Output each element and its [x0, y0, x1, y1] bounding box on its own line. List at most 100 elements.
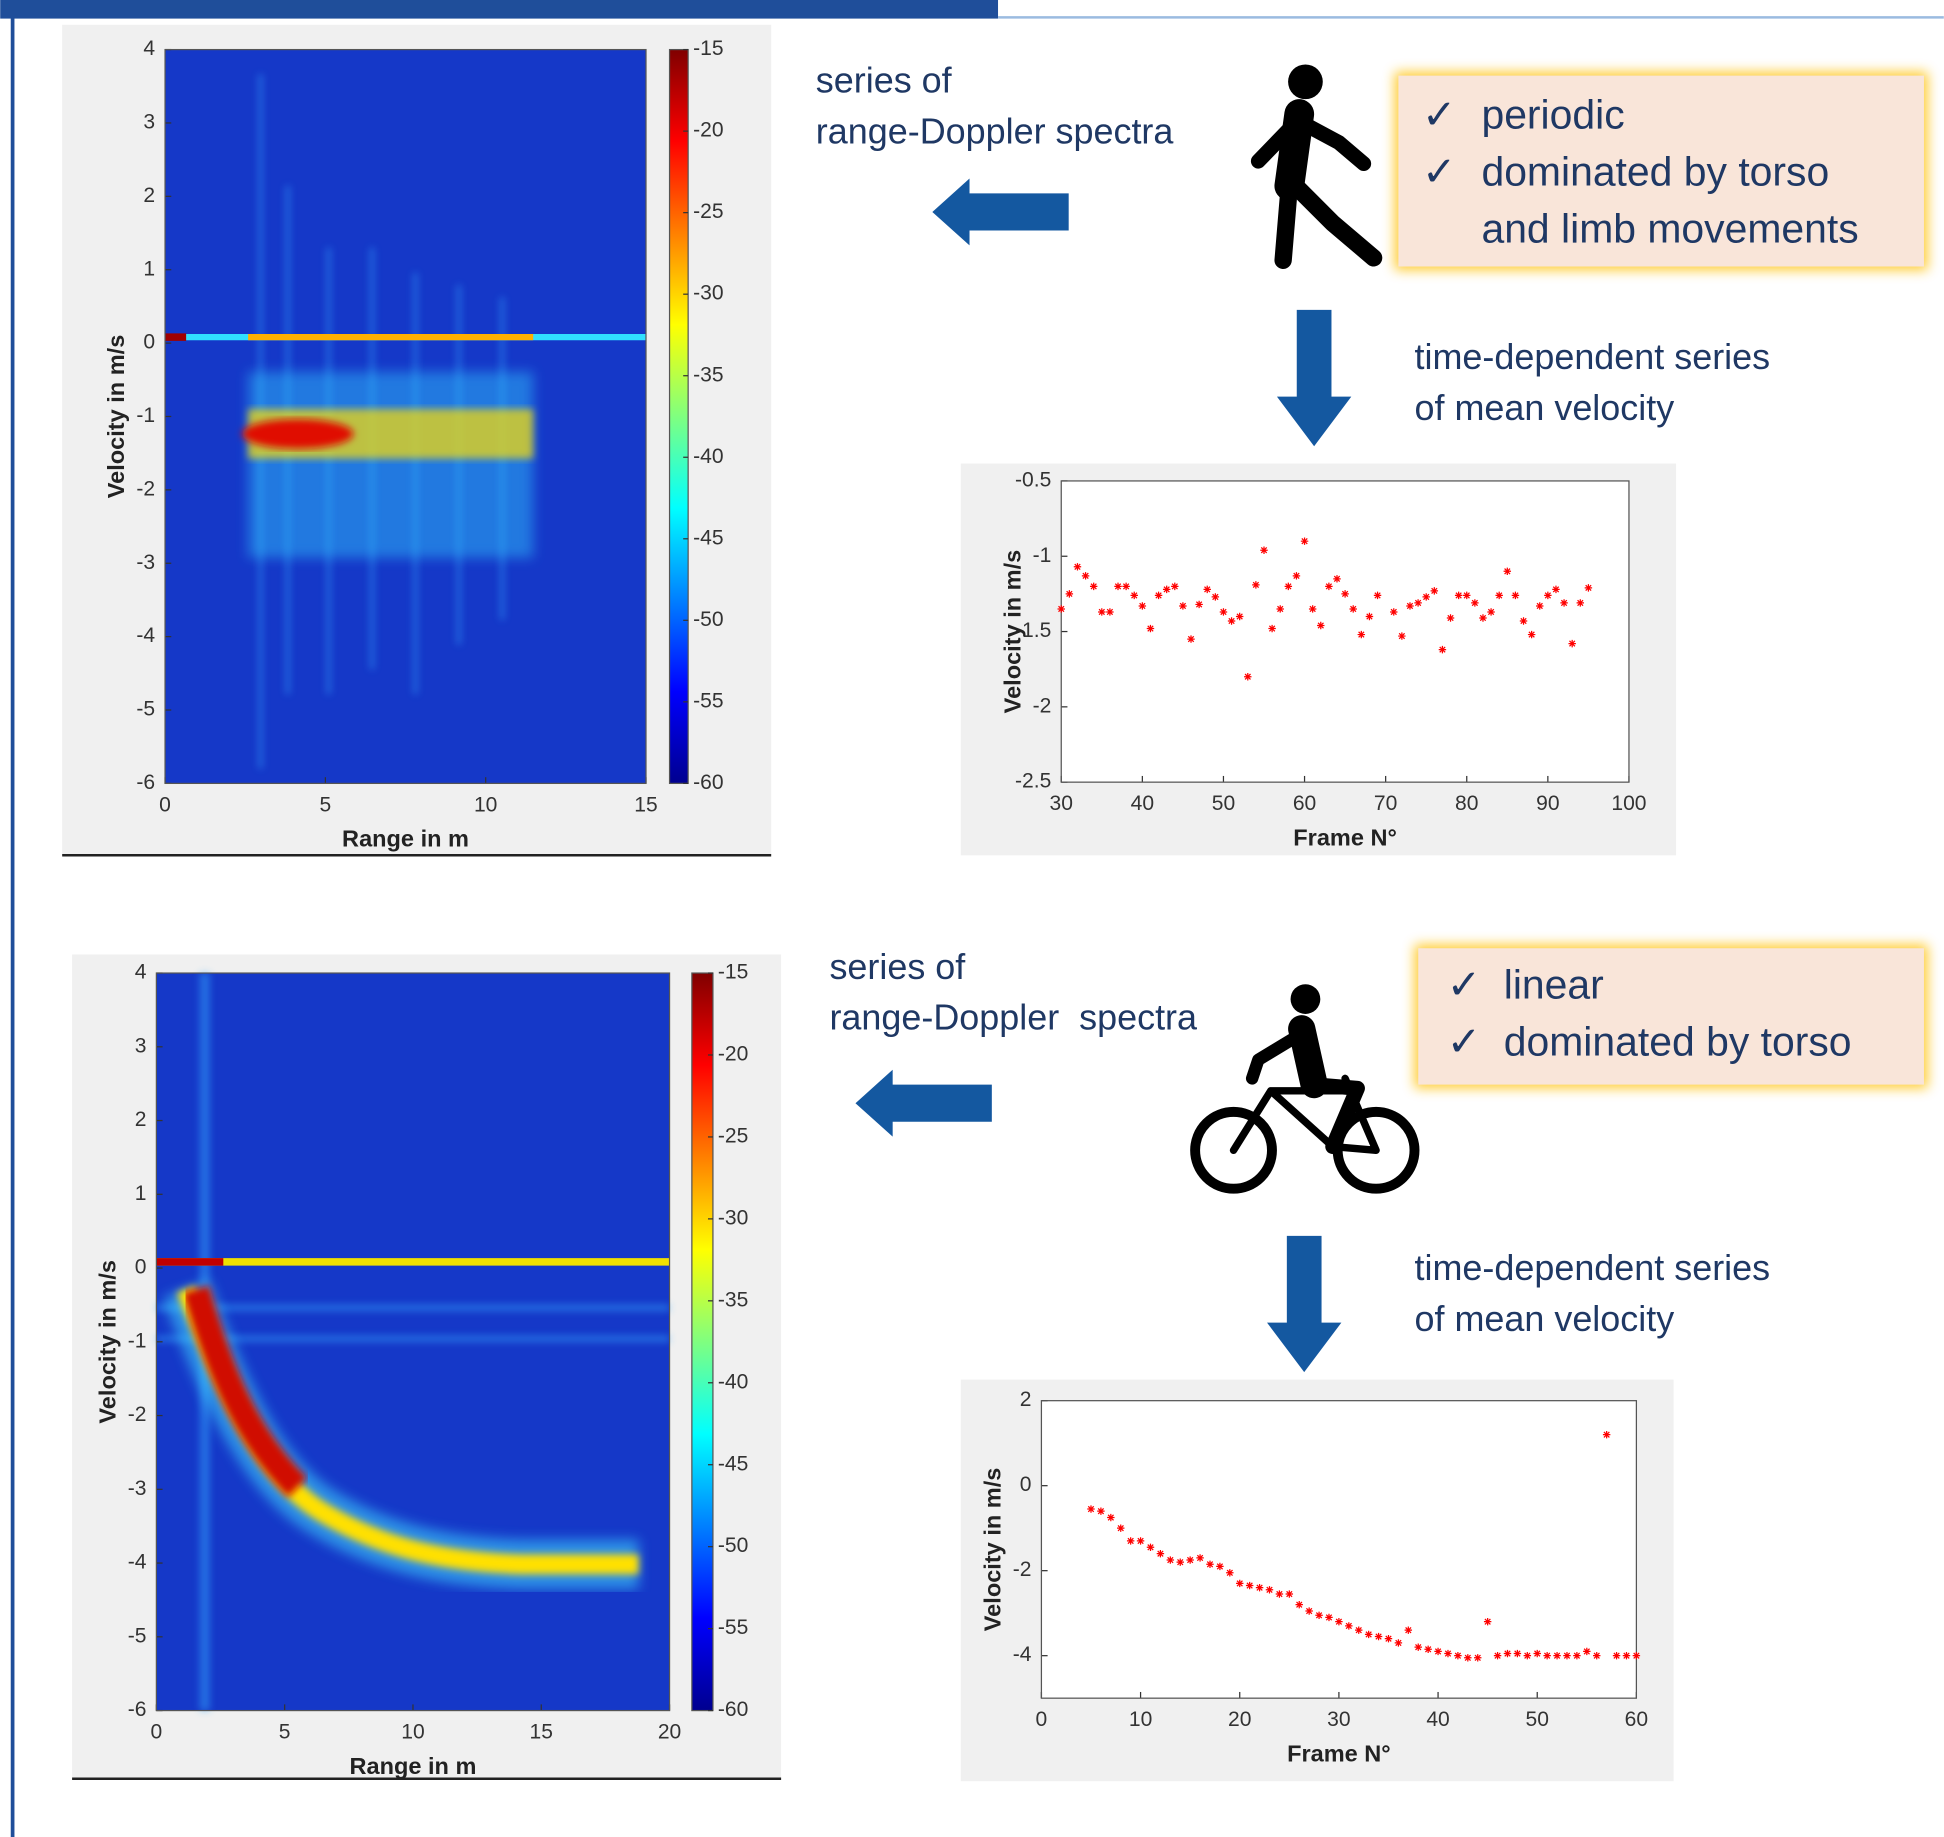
- y-tick-label: 4: [143, 37, 155, 60]
- annotation: series of: [816, 60, 953, 101]
- data-point: [1136, 1537, 1145, 1545]
- header-bar: [0, 0, 999, 19]
- data-point: [1584, 584, 1593, 592]
- data-point: [1154, 591, 1163, 600]
- data-point: [1206, 1560, 1214, 1569]
- data-point: [1146, 624, 1155, 633]
- x-tick-label: 20: [1228, 1708, 1251, 1731]
- data-point: [1384, 1634, 1393, 1643]
- data-point: [1335, 1617, 1343, 1626]
- data-point: [1503, 1649, 1512, 1658]
- data-point: [1434, 1647, 1442, 1656]
- colorbar-tick-label: -55: [693, 689, 723, 712]
- y-tick-label: 1: [143, 257, 155, 280]
- x-axis-label: Range in m: [350, 1753, 477, 1779]
- data-point: [1349, 605, 1357, 613]
- x-tick-label: 0: [159, 793, 171, 816]
- data-point: [1203, 585, 1211, 594]
- x-tick-label: 15: [634, 793, 657, 816]
- data-point: [1073, 563, 1082, 571]
- y-tick-label: 2: [143, 184, 155, 207]
- heatmap-image: [165, 49, 647, 784]
- x-tick-label: 10: [401, 1720, 424, 1743]
- data-point: [1107, 1513, 1115, 1522]
- data-point: [1265, 1586, 1274, 1594]
- data-point: [1414, 599, 1422, 607]
- walker-icon: [1250, 64, 1383, 269]
- data-point: [1444, 1649, 1452, 1658]
- data-point: [1345, 1622, 1353, 1630]
- data-point: [1171, 582, 1179, 591]
- data-point: [1536, 602, 1544, 610]
- data-point: [1493, 1651, 1502, 1660]
- property: and limb movements: [1481, 206, 1858, 252]
- y-tick-label: -6: [136, 771, 155, 794]
- check-mark: ✓: [1447, 962, 1481, 1008]
- check-mark: ✓: [1447, 1019, 1481, 1065]
- data-point: [1365, 612, 1374, 621]
- data-point: [1487, 608, 1495, 616]
- colorbar-tick-label: -30: [693, 282, 723, 305]
- data-point: [1454, 1651, 1462, 1660]
- colorbar-tick-label: -50: [693, 608, 723, 631]
- arrow-down: [1267, 1235, 1342, 1373]
- property-box: [1398, 75, 1924, 267]
- y-tick-label: -2: [136, 477, 155, 500]
- data-point: [1583, 1647, 1591, 1656]
- y-tick-label: -0.5: [1015, 469, 1051, 492]
- data-point: [1474, 1654, 1482, 1662]
- colorbar-tick-label: -20: [718, 1043, 748, 1066]
- property-box: [1418, 948, 1924, 1085]
- data-point: [1325, 1613, 1333, 1622]
- y-tick-label: -1.5: [1015, 619, 1051, 642]
- property: dominated by torso: [1504, 1019, 1852, 1065]
- data-point: [1236, 1579, 1244, 1588]
- data-point: [1089, 582, 1098, 591]
- x-tick-label: 5: [320, 793, 332, 816]
- y-tick-label: -1: [136, 404, 155, 427]
- data-point: [1227, 617, 1236, 625]
- data-point: [1543, 1651, 1551, 1660]
- data-point: [1568, 639, 1576, 648]
- data-point: [1226, 1569, 1234, 1577]
- colorbar-tick-label: -15: [693, 37, 723, 60]
- y-tick-label: -2: [1033, 694, 1052, 717]
- x-tick-label: 40: [1131, 792, 1154, 815]
- x-axis-label: Range in m: [342, 826, 469, 852]
- data-point: [1513, 1649, 1522, 1658]
- data-point: [1593, 1651, 1601, 1660]
- data-point: [1573, 1651, 1581, 1660]
- data-point: [1563, 1651, 1571, 1660]
- y-tick-label: 3: [143, 111, 155, 134]
- data-point: [1527, 630, 1536, 639]
- data-point: [1114, 582, 1122, 591]
- data-point: [1166, 1556, 1175, 1564]
- data-point: [1533, 1649, 1541, 1658]
- data-point: [1374, 1632, 1383, 1641]
- data-point: [1553, 1651, 1561, 1660]
- data-point: [1245, 1581, 1254, 1590]
- data-point: [1275, 1590, 1284, 1598]
- check-mark: ✓: [1422, 92, 1456, 138]
- data-point: [1268, 624, 1276, 633]
- y-tick-label: -5: [136, 698, 155, 721]
- colorbar-tick-label: -40: [718, 1370, 748, 1393]
- colorbar-tick-label: -60: [718, 1698, 748, 1721]
- y-tick-label: -6: [128, 1698, 147, 1721]
- x-tick-label: 20: [658, 1720, 681, 1743]
- data-point: [1252, 581, 1260, 589]
- x-tick-label: 50: [1526, 1708, 1549, 1731]
- colorbar-tick-label: -40: [693, 445, 723, 468]
- x-tick-label: 70: [1374, 792, 1397, 815]
- data-point: [1176, 1558, 1184, 1566]
- data-point: [1390, 608, 1398, 616]
- data-point: [1357, 630, 1366, 639]
- y-axis-label: Velocity in m/s: [980, 1468, 1006, 1632]
- data-point: [1479, 614, 1487, 622]
- data-point: [1394, 1639, 1403, 1647]
- data-point: [1065, 590, 1074, 598]
- x-tick-label: 30: [1050, 792, 1073, 815]
- y-tick-label: -4: [1013, 1643, 1032, 1666]
- y-tick-label: 0: [135, 1256, 147, 1279]
